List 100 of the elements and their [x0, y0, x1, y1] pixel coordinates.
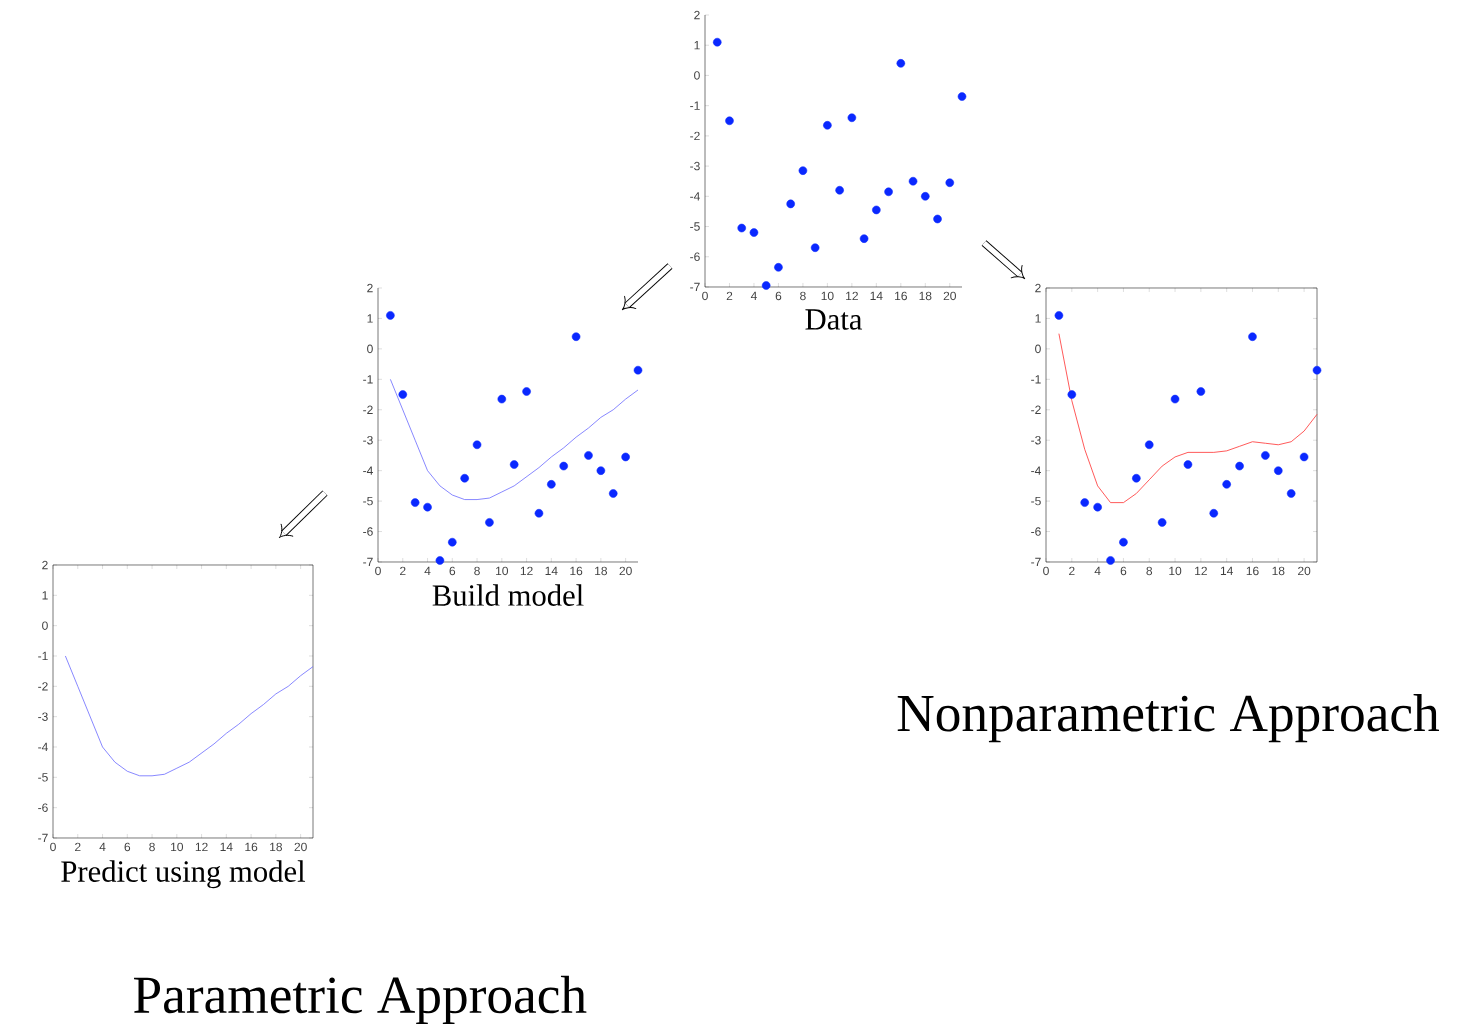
x-axis-title: Build model [432, 584, 584, 606]
x-tick-label: 16 [570, 566, 583, 576]
point [1119, 537, 1128, 547]
point [1080, 498, 1089, 507]
point [945, 178, 955, 187]
point [1299, 452, 1309, 462]
point [559, 461, 568, 471]
y-tick-label: -6 [1031, 527, 1041, 536]
x-tick-label: 14 [870, 291, 883, 300]
point [1144, 440, 1154, 450]
x-tick-label: 20 [619, 566, 632, 576]
x-tick-label: 20 [1298, 566, 1311, 576]
y-tick-label: -1 [690, 101, 700, 110]
point [485, 518, 494, 527]
x-tick-label: 4 [99, 842, 106, 851]
x-tick-label: 10 [1169, 566, 1182, 576]
point [398, 390, 408, 399]
x-tick-label: 2 [726, 291, 733, 301]
x-tick-label: 16 [1246, 566, 1259, 576]
y-tick-label: -3 [1031, 435, 1041, 445]
x-tick-label: 18 [1272, 566, 1285, 576]
point [1286, 489, 1296, 498]
x-tick-label: 14 [545, 566, 558, 575]
point [1093, 502, 1102, 512]
point [835, 186, 844, 195]
point [872, 205, 881, 215]
x-tick-label: 18 [595, 566, 608, 576]
point [786, 199, 795, 209]
x-tick-label: 12 [520, 566, 533, 576]
y-tick-label: 1 [694, 41, 700, 50]
x-axis-title: Data [805, 309, 863, 330]
point [472, 440, 482, 450]
y-tick-label: -4 [38, 742, 48, 752]
x-tick-label: 4 [424, 566, 431, 575]
y-tick-label: -1 [363, 375, 373, 384]
point [737, 223, 746, 233]
point [1248, 332, 1257, 341]
point [810, 243, 820, 252]
y-tick-label: -4 [1031, 466, 1041, 475]
point [547, 480, 556, 489]
point [1312, 365, 1322, 375]
point [1106, 556, 1115, 565]
y-tick-label: 2 [367, 283, 373, 293]
x-tick-label: 20 [294, 842, 307, 852]
point [534, 509, 544, 518]
point [410, 498, 420, 507]
y-tick-label: -2 [1031, 405, 1041, 414]
y-tick-label: -7 [363, 557, 373, 567]
y-tick-label: 2 [694, 10, 700, 20]
y-tick-label: -3 [38, 712, 48, 721]
x-tick-label: 4 [1094, 566, 1101, 575]
x-tick-label: 12 [1195, 566, 1207, 576]
y-tick-label: 0 [694, 71, 700, 80]
point [497, 394, 507, 404]
y-tick-label: -7 [1031, 557, 1041, 567]
x-tick-label: 4 [750, 291, 757, 300]
x-tick-label: 6 [775, 291, 782, 301]
x-tick-label: 0 [375, 566, 381, 576]
point [509, 460, 519, 469]
x-axis-title: Predict using model [61, 860, 306, 889]
point [1196, 387, 1206, 396]
point [921, 192, 930, 201]
x-tick-label: 8 [800, 291, 806, 301]
point [1170, 394, 1180, 404]
text: Nonparametric Approach [897, 694, 1440, 743]
x-tick-label: 12 [195, 842, 208, 852]
y-tick-label: -7 [38, 833, 48, 843]
x-tick-label: 18 [919, 291, 932, 301]
y-tick-label: -1 [38, 651, 48, 661]
point [1261, 451, 1270, 460]
x-tick-label: 6 [1120, 566, 1127, 576]
x-tick-label: 8 [149, 842, 155, 852]
y-tick-label: -2 [38, 682, 48, 691]
x-tick-label: 10 [171, 842, 184, 852]
x-tick-label: 16 [245, 842, 258, 852]
y-tick-label: -5 [38, 773, 48, 782]
y-tick-label: -6 [690, 252, 700, 262]
point [847, 113, 857, 123]
x-tick-label: 6 [449, 566, 456, 576]
x-tick-label: 12 [846, 291, 858, 301]
point [1222, 480, 1231, 489]
x-tick-label: 14 [220, 842, 233, 851]
x-tick-label: 2 [1069, 566, 1075, 576]
point [596, 466, 606, 475]
point [933, 214, 942, 224]
y-tick-label: 1 [367, 314, 373, 323]
point [761, 281, 771, 290]
point [435, 556, 445, 565]
point [1209, 509, 1219, 518]
y-tick-label: -3 [363, 435, 373, 445]
y-tick-label: -1 [1031, 375, 1041, 384]
y-tick-label: -5 [363, 496, 373, 506]
point [584, 451, 593, 460]
y-tick-label: -5 [690, 222, 700, 231]
y-tick-label: -4 [363, 466, 373, 475]
y-tick-label: 2 [1035, 283, 1041, 293]
x-tick-label: 16 [895, 291, 907, 301]
y-tick-label: 1 [1035, 314, 1041, 323]
y-tick-label: -3 [690, 161, 700, 171]
point [633, 365, 643, 375]
